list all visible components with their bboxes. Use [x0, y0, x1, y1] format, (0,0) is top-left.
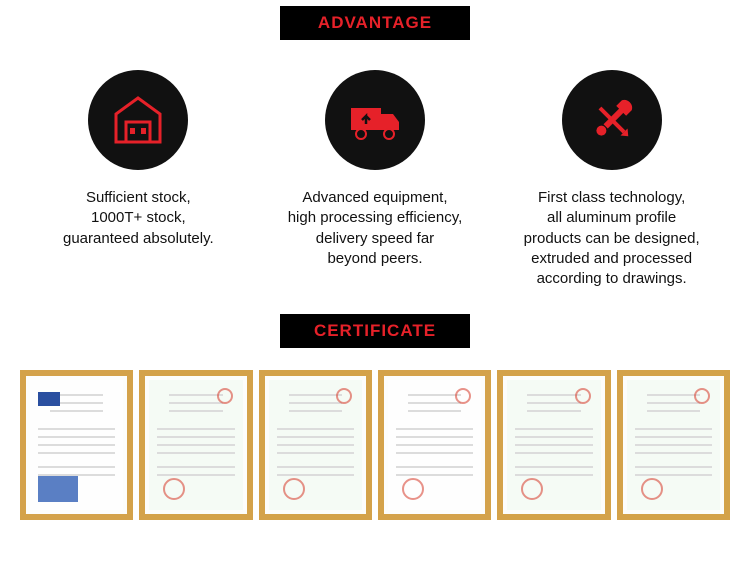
certificate-header-label: CERTIFICATE — [314, 321, 436, 341]
certificates-row — [0, 348, 750, 520]
advantage-text: 1000T+ stock, — [28, 208, 248, 228]
advantage-header-label: ADVANTAGE — [318, 13, 432, 33]
certificate-thumbnail — [378, 370, 491, 520]
advantage-text: products can be designed, — [502, 229, 722, 249]
advantage-text: guaranteed absolutely. — [28, 229, 248, 249]
advantage-text: all aluminum profile — [502, 208, 722, 228]
certificate-thumbnail — [497, 370, 610, 520]
advantage-text: high processing efficiency, — [265, 208, 485, 228]
advantage-text: beyond peers. — [265, 249, 485, 269]
certificate-thumbnail — [20, 370, 133, 520]
advantage-text: delivery speed far — [265, 229, 485, 249]
advantage-header: ADVANTAGE — [280, 6, 470, 40]
certificate-header: CERTIFICATE — [280, 314, 470, 348]
truck-icon — [325, 70, 425, 170]
advantage-item-delivery: Advanced equipment, high processing effi… — [265, 70, 485, 289]
certificate-thumbnail — [259, 370, 372, 520]
advantage-text: Advanced equipment, — [265, 188, 485, 208]
advantage-item-stock: Sufficient stock, 1000T+ stock, guarante… — [28, 70, 248, 289]
tools-icon — [562, 70, 662, 170]
advantage-item-technology: First class technology, all aluminum pro… — [502, 70, 722, 289]
advantage-text: First class technology, — [502, 188, 722, 208]
certificate-thumbnail — [139, 370, 252, 520]
advantage-text: extruded and processed — [502, 249, 722, 269]
warehouse-icon — [88, 70, 188, 170]
advantage-text: according to drawings. — [502, 269, 722, 289]
advantages-row: Sufficient stock, 1000T+ stock, guarante… — [0, 40, 750, 314]
certificate-thumbnail — [617, 370, 730, 520]
advantage-text: Sufficient stock, — [28, 188, 248, 208]
